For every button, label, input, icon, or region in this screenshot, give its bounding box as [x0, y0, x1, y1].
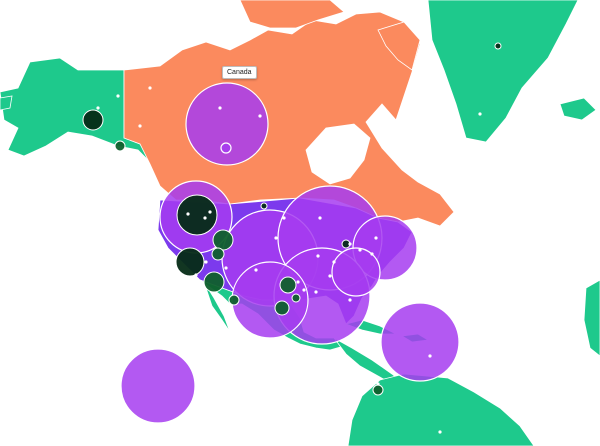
map-point-marker[interactable] [428, 354, 432, 358]
baffin-island[interactable] [377, 21, 421, 71]
map-bubble[interactable] [211, 247, 225, 261]
map-point-marker[interactable] [332, 260, 336, 264]
map-point-marker[interactable] [116, 94, 120, 98]
map-bubble[interactable] [203, 271, 225, 293]
map-point-marker[interactable] [282, 216, 286, 220]
map-point-marker[interactable] [148, 86, 152, 90]
map-point-marker[interactable] [348, 298, 352, 302]
map-bubble[interactable] [331, 247, 381, 297]
baja-california[interactable] [203, 281, 231, 333]
map-point-marker[interactable] [374, 236, 378, 240]
map-bubble[interactable] [380, 302, 460, 382]
hudson-bay [305, 123, 371, 185]
map-point-marker[interactable] [60, 324, 64, 328]
europe-edge[interactable] [583, 279, 600, 357]
map-point-marker[interactable] [254, 268, 258, 272]
map-point-marker[interactable] [370, 252, 374, 256]
bubble-layer [60, 42, 590, 434]
map-point-marker[interactable] [274, 236, 278, 240]
south-america[interactable] [347, 373, 535, 446]
country-greenland[interactable] [427, 0, 579, 143]
map-point-marker[interactable] [348, 242, 352, 246]
map-point-marker[interactable] [438, 430, 442, 434]
map-point-marker[interactable] [572, 126, 576, 130]
arctic-islands[interactable] [239, 0, 345, 29]
map-point-marker[interactable] [194, 273, 198, 277]
map-bubble[interactable] [279, 276, 297, 294]
map-bubble[interactable] [114, 140, 126, 152]
region-alaska[interactable] [0, 57, 157, 169]
map-point-marker[interactable] [314, 290, 318, 294]
map-bubble[interactable] [228, 294, 240, 306]
map-point-marker[interactable] [96, 106, 100, 110]
map-bubble[interactable] [176, 194, 218, 236]
map-point-marker[interactable] [478, 112, 482, 116]
map-bubble[interactable] [82, 109, 104, 131]
map-point-marker[interactable] [296, 280, 300, 284]
map-point-marker[interactable] [358, 248, 362, 252]
map-bubble[interactable] [185, 82, 269, 166]
map-point-marker[interactable] [138, 124, 142, 128]
map-bubble[interactable] [220, 142, 232, 154]
map-point-marker[interactable] [204, 260, 208, 264]
map-point-marker[interactable] [218, 106, 222, 110]
map-point-marker[interactable] [224, 266, 228, 270]
map-point-marker[interactable] [203, 216, 207, 220]
map-bubble[interactable] [291, 293, 301, 303]
map-bubble[interactable] [120, 348, 196, 424]
map-point-marker[interactable] [318, 216, 322, 220]
map-bubble[interactable] [212, 229, 234, 251]
map-bubble[interactable] [175, 247, 205, 277]
country-tooltip: Canada [222, 66, 257, 79]
country-iceland[interactable] [559, 97, 597, 121]
map-point-marker[interactable] [302, 288, 306, 292]
map-point-marker[interactable] [376, 382, 380, 386]
map-bubble[interactable] [494, 42, 502, 50]
map-point-marker[interactable] [316, 254, 320, 258]
map-point-marker[interactable] [552, 280, 556, 284]
map-bubble[interactable] [372, 384, 384, 396]
map-bubble[interactable] [274, 300, 290, 316]
map-point-marker[interactable] [186, 212, 190, 216]
map-point-marker[interactable] [208, 210, 212, 214]
map-point-marker[interactable] [586, 352, 590, 356]
map-point-marker[interactable] [328, 274, 332, 278]
map-point-marker[interactable] [258, 114, 262, 118]
map-bubble[interactable] [260, 202, 268, 210]
asia-edge[interactable] [0, 95, 13, 111]
